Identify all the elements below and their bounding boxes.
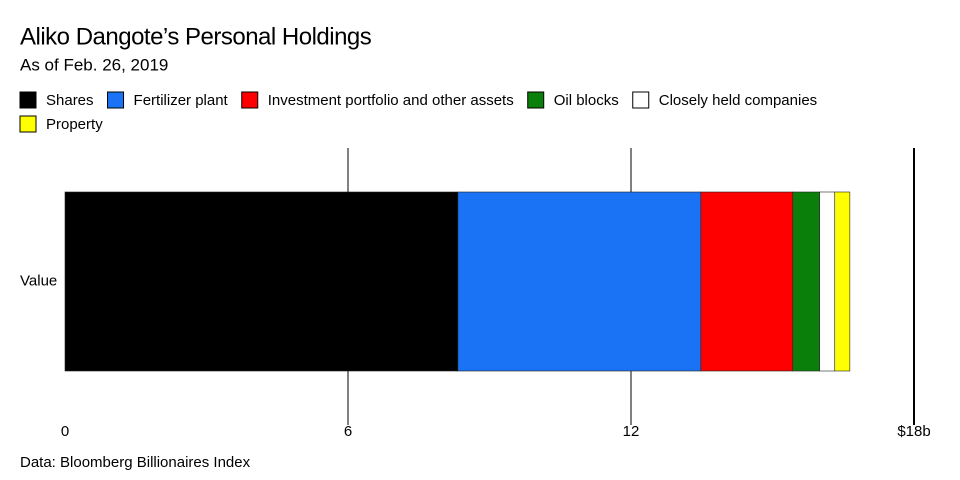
legend-label: Property <box>46 116 103 133</box>
legend-label: Shares <box>46 92 94 109</box>
legend-label: Fertilizer plant <box>134 92 229 109</box>
x-tick-label: 0 <box>61 423 69 440</box>
chart-title: Aliko Dangote’s Personal Holdings <box>20 23 372 50</box>
x-tick-label: 12 <box>623 423 640 440</box>
legend-swatch <box>19 115 37 133</box>
bar-segment <box>834 191 851 372</box>
y-category-label: Value <box>20 272 57 289</box>
bar-segment <box>64 191 459 372</box>
bar-segment <box>819 191 836 372</box>
legend-swatch <box>241 91 259 109</box>
x-tick-label: 6 <box>344 423 352 440</box>
x-tick-label: $18b <box>897 423 930 440</box>
source-note: Data: Bloomberg Billionaires Index <box>20 454 251 471</box>
bar-segment <box>457 191 702 372</box>
chart-subtitle: As of Feb. 26, 2019 <box>20 55 168 74</box>
legend-swatch <box>107 91 125 109</box>
bar-segment <box>700 191 794 372</box>
legend-swatch <box>19 91 37 109</box>
bar-segment <box>792 191 820 372</box>
legend-swatch <box>632 91 650 109</box>
legend-swatch <box>527 91 545 109</box>
legend-label: Investment portfolio and other assets <box>268 92 514 109</box>
legend-label: Oil blocks <box>554 92 619 109</box>
legend-label: Closely held companies <box>659 92 817 109</box>
